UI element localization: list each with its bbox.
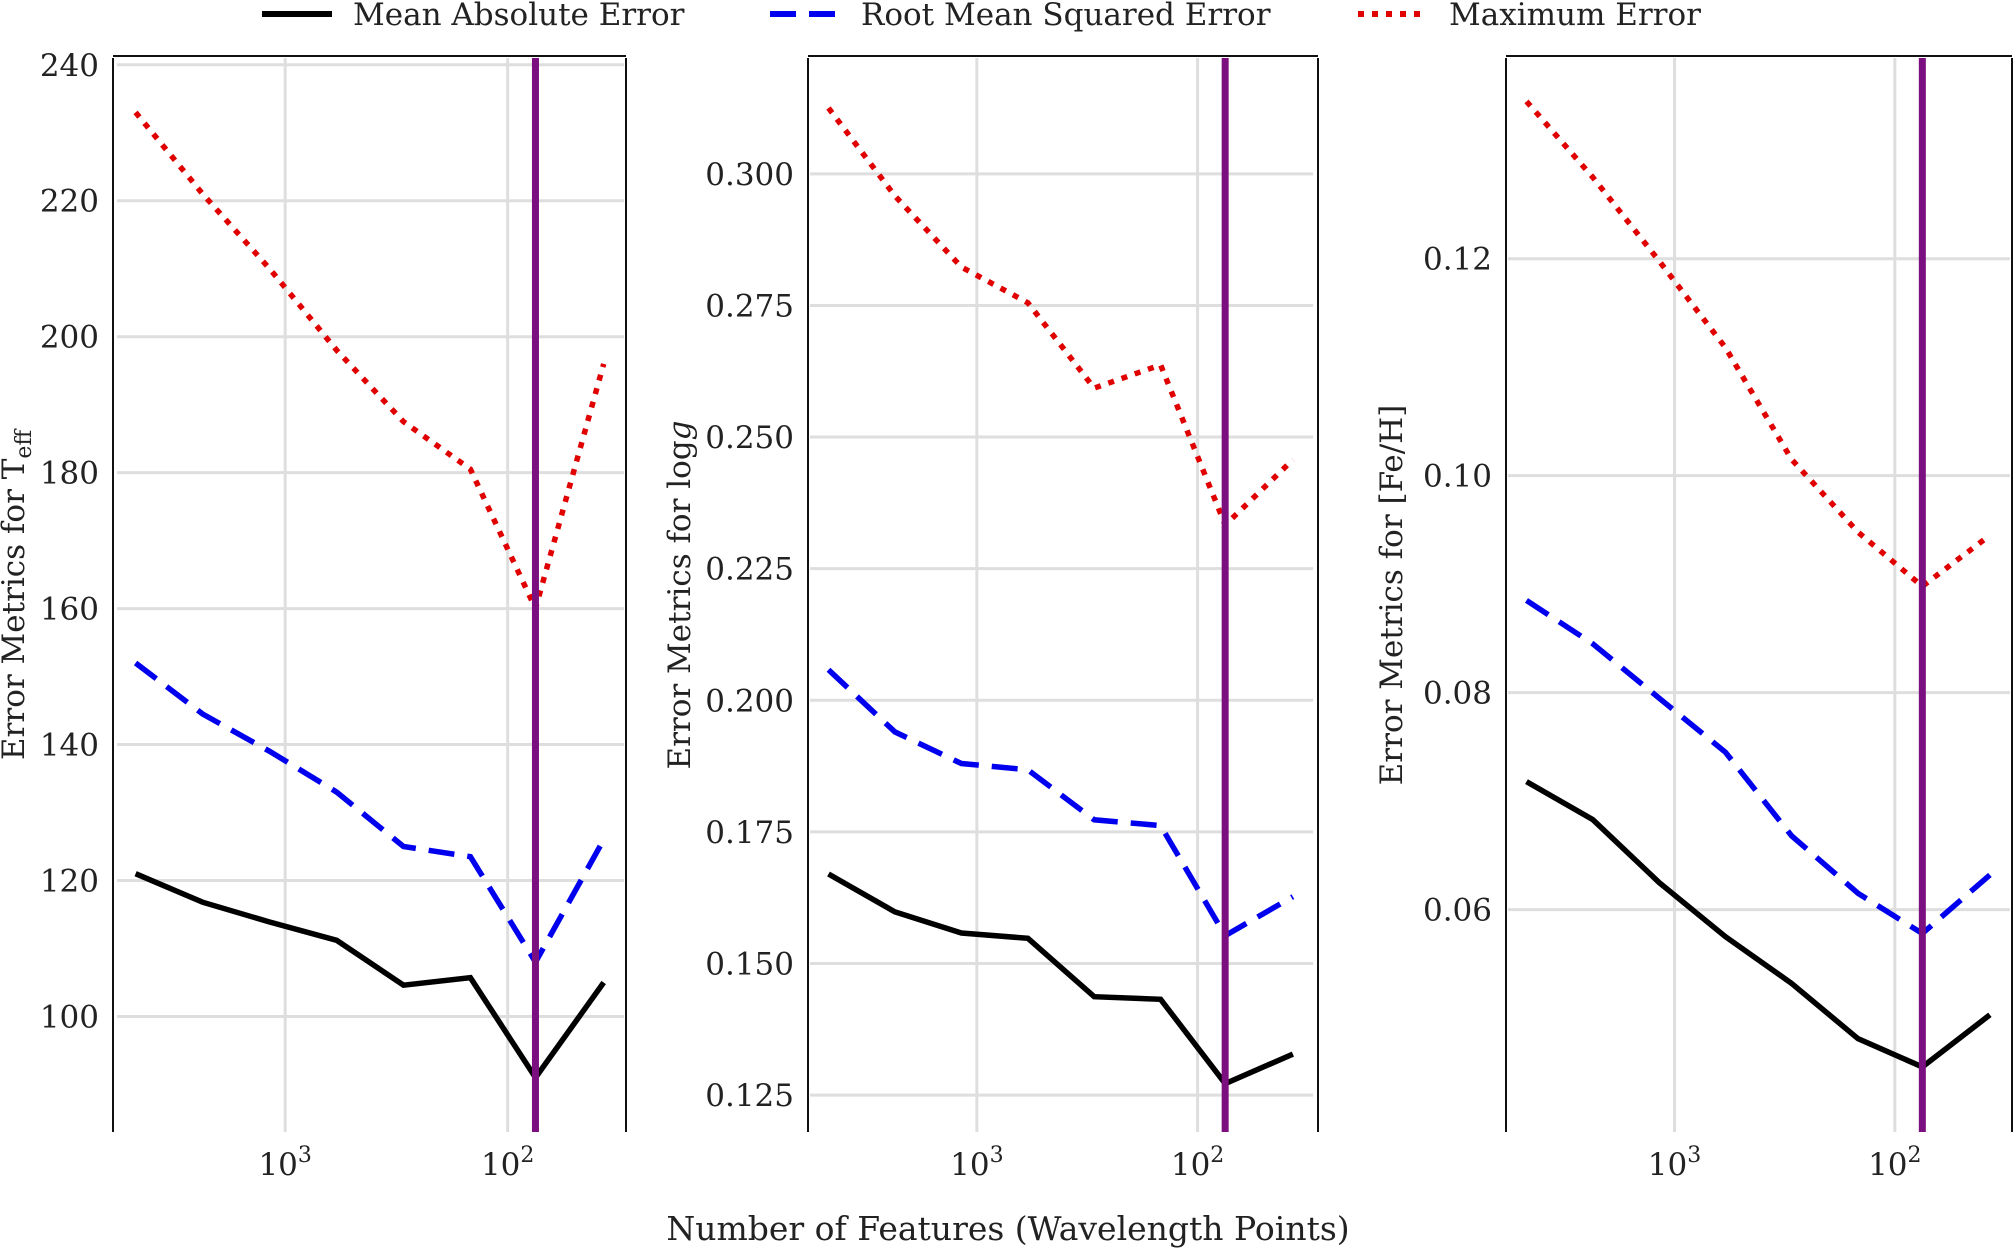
y-tick-label: 240 bbox=[40, 48, 99, 84]
legend-entry: Maximum Error bbox=[1358, 0, 1701, 33]
y-tick-label: 100 bbox=[40, 999, 99, 1035]
y-tick-label: 0.06 bbox=[1423, 893, 1492, 929]
y-tick-label: 0.10 bbox=[1423, 459, 1492, 495]
y-axis-label: Error Metrics for [Fe/H] bbox=[1374, 405, 1410, 786]
y-tick-label: 0.275 bbox=[705, 288, 794, 324]
y-tick-label: 0.08 bbox=[1423, 676, 1492, 712]
legend-label: Mean Absolute Error bbox=[353, 0, 685, 33]
y-tick-label: 160 bbox=[40, 592, 99, 628]
y-tick-label: 0.125 bbox=[705, 1078, 794, 1114]
series-line bbox=[1525, 779, 1992, 1071]
y-tick-label: 0.150 bbox=[705, 947, 794, 983]
x-tick-label: 102 bbox=[1171, 1143, 1224, 1183]
series-line bbox=[1524, 598, 1992, 937]
y-tick-label: 140 bbox=[40, 728, 99, 764]
y-axis-label: Error Metrics for Teff bbox=[0, 429, 37, 761]
x-tick-label: 103 bbox=[258, 1143, 311, 1183]
series-line bbox=[826, 667, 1295, 940]
legend-label: Maximum Error bbox=[1449, 0, 1701, 33]
x-axis-label: Number of Features (Wavelength Points) bbox=[666, 1209, 1349, 1248]
y-tick-label: 0.250 bbox=[705, 420, 794, 456]
panels: 100 120 140 160 180 200 220 240 103 102 Error Metr… bbox=[0, 48, 2013, 1183]
y-tick-label: 120 bbox=[40, 863, 99, 899]
x-tick-label: 102 bbox=[481, 1143, 534, 1183]
legend: Mean Absolute Error Root Mean Squared Err… bbox=[262, 0, 1701, 33]
series-line bbox=[827, 871, 1294, 1087]
series-line bbox=[133, 660, 607, 968]
series-line bbox=[134, 871, 606, 1083]
y-tick-label: 0.200 bbox=[705, 683, 794, 719]
y-tick-label: 180 bbox=[40, 456, 99, 492]
y-axis-label: Error Metrics for logg bbox=[662, 420, 698, 769]
panel-3: 0.06 0.08 0.10 0.12 103 102 Error Metrics for … bbox=[1374, 55, 2013, 1183]
y-tick-label: 0.175 bbox=[705, 815, 794, 851]
x-tick-label: 103 bbox=[950, 1143, 1003, 1183]
x-tick-label: 103 bbox=[1648, 1143, 1701, 1183]
y-tick-label: 200 bbox=[40, 320, 99, 356]
y-tick-label: 0.12 bbox=[1423, 242, 1492, 278]
y-tick-label: 220 bbox=[40, 184, 99, 220]
legend-label: Root Mean Squared Error bbox=[861, 0, 1271, 33]
series-line bbox=[826, 106, 1295, 530]
series-line bbox=[1524, 99, 1992, 590]
legend-entry: Root Mean Squared Error bbox=[770, 0, 1271, 33]
y-tick-label: 0.300 bbox=[705, 157, 794, 193]
legend-entry: Mean Absolute Error bbox=[262, 0, 685, 33]
panel-1: 100 120 140 160 180 200 220 240 103 102 Error Metr… bbox=[0, 48, 627, 1183]
y-tick-label: 0.225 bbox=[705, 552, 794, 588]
series-line bbox=[133, 110, 607, 617]
x-tick-label: 102 bbox=[1868, 1143, 1921, 1183]
panel-2: 0.125 0.150 0.175 0.200 0.225 0.250 0.275 0.300… bbox=[662, 55, 1319, 1183]
